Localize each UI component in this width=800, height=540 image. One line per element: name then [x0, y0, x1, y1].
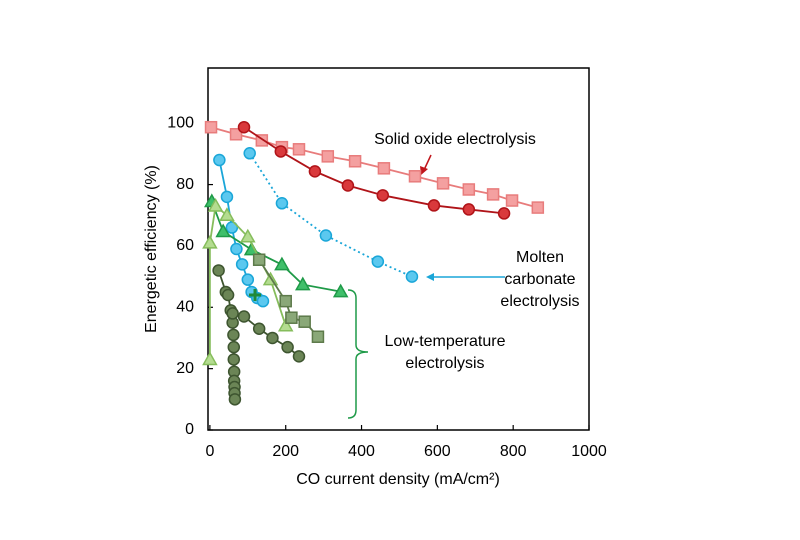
- molten-carbonate-arrow: [426, 273, 505, 281]
- series: [202, 198, 294, 366]
- marker: [213, 153, 226, 167]
- marker: [332, 283, 349, 298]
- marker: [281, 340, 294, 354]
- annotation: Solid oxide electrolysis: [374, 131, 536, 148]
- marker: [219, 207, 235, 222]
- marker: [204, 120, 218, 134]
- marker: [227, 340, 241, 354]
- series: [226, 307, 306, 363]
- series: [249, 289, 262, 302]
- marker: [341, 179, 355, 192]
- marker: [237, 120, 251, 134]
- marker: [255, 134, 269, 147]
- marker: [227, 353, 241, 366]
- x-tick-label: 200: [272, 443, 299, 460]
- marker: [462, 183, 476, 196]
- marker: [531, 201, 545, 214]
- x-axis-label: CO current density (mA/cm²): [296, 471, 500, 488]
- series: [237, 120, 511, 220]
- y-axis-label: Energetic efficiency (%): [143, 165, 160, 333]
- marker: [202, 351, 218, 366]
- annotation: Molten: [516, 249, 564, 266]
- marker: [308, 165, 322, 178]
- solid-oxide-arrow: [420, 154, 432, 175]
- x-tick-label: 1000: [571, 443, 607, 460]
- x-tick-label: 800: [500, 443, 527, 460]
- plot-frame: [207, 67, 590, 431]
- marker: [220, 190, 234, 204]
- marker: [202, 234, 218, 249]
- marker: [249, 289, 262, 302]
- marker: [252, 322, 266, 336]
- y-tick-label: 0: [185, 421, 194, 438]
- marker: [436, 177, 450, 190]
- series-line: [210, 201, 341, 293]
- marker: [348, 155, 362, 168]
- marker: [221, 288, 235, 302]
- marker: [311, 330, 325, 343]
- marker: [371, 255, 385, 268]
- y-tick-label: 60: [176, 237, 194, 254]
- y-tick-label: 100: [167, 114, 194, 131]
- series: [243, 147, 419, 283]
- marker: [285, 311, 298, 324]
- marker: [505, 194, 519, 207]
- marker: [292, 143, 306, 156]
- marker: [279, 294, 292, 308]
- annotation: carbonate: [504, 271, 575, 288]
- low-temp-bracket: [347, 289, 369, 419]
- marker: [241, 273, 255, 286]
- marker: [237, 310, 251, 323]
- marker: [229, 128, 243, 141]
- marker: [405, 270, 419, 283]
- marker: [321, 150, 335, 163]
- marker: [228, 393, 242, 406]
- series: [212, 264, 242, 406]
- x-tick-label: 600: [424, 443, 451, 460]
- marker: [408, 170, 422, 183]
- annotation: electrolysis: [500, 293, 579, 310]
- marker: [266, 331, 279, 345]
- y-tick-label: 40: [176, 299, 194, 316]
- series: [252, 253, 325, 343]
- marker: [207, 198, 224, 212]
- marker: [274, 256, 290, 271]
- y-tick-label: 20: [176, 360, 194, 377]
- marker: [486, 188, 500, 201]
- marker: [274, 145, 288, 158]
- marker: [462, 203, 476, 216]
- marker: [212, 264, 225, 277]
- marker: [497, 207, 511, 220]
- marker: [215, 223, 231, 238]
- marker: [226, 307, 239, 320]
- marker: [275, 197, 289, 210]
- marker: [294, 276, 311, 291]
- marker: [277, 317, 294, 332]
- marker: [227, 328, 240, 342]
- marker: [230, 242, 243, 256]
- marker: [292, 350, 306, 363]
- marker: [235, 258, 249, 271]
- annotation: electrolysis: [405, 355, 484, 372]
- x-tick-label: 400: [348, 443, 375, 460]
- marker: [256, 294, 270, 308]
- marker: [427, 199, 441, 212]
- marker: [240, 228, 256, 243]
- annotation: Low-temperature: [385, 333, 506, 350]
- marker: [377, 162, 391, 175]
- marker: [243, 147, 256, 160]
- x-tick-label: 0: [205, 443, 214, 460]
- marker: [319, 229, 333, 242]
- y-tick-label: 80: [176, 176, 194, 193]
- marker: [225, 221, 239, 234]
- marker: [298, 315, 311, 328]
- marker: [252, 253, 266, 266]
- marker: [376, 189, 390, 202]
